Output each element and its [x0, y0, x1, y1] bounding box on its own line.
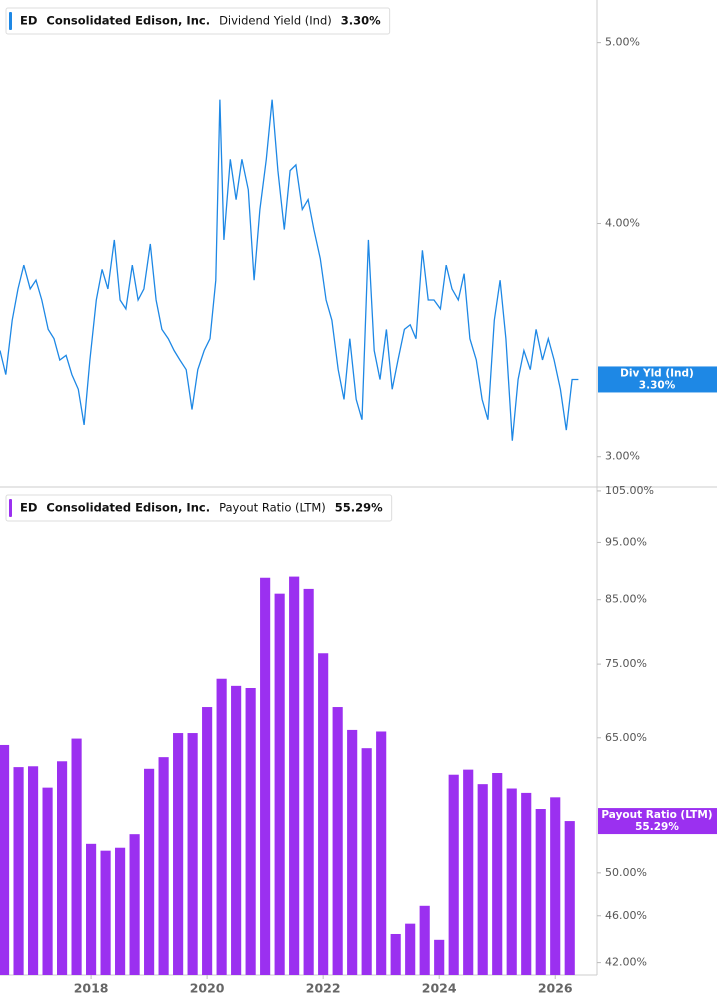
bar	[42, 787, 53, 975]
bar	[187, 733, 198, 975]
y-tick-label: 50.00%	[605, 866, 647, 879]
legend-box	[5, 7, 391, 35]
bar	[564, 821, 575, 975]
legend-company: Consolidated Edison, Inc.	[46, 14, 210, 28]
y-tick-label: 46.00%	[605, 909, 647, 922]
bar	[318, 653, 329, 975]
bar	[27, 766, 39, 975]
y-tick-label: 3.00%	[605, 450, 640, 463]
bar	[158, 757, 169, 975]
bar	[376, 731, 387, 975]
bar	[231, 685, 242, 975]
value-tag	[598, 366, 717, 393]
bar	[506, 788, 517, 975]
y-tick-label: 65.00%	[605, 731, 647, 744]
bar	[361, 748, 372, 975]
legend-ticker: ED	[20, 501, 37, 515]
x-tick-label: 2022	[306, 981, 341, 996]
y-tick-label: 95.00%	[605, 535, 647, 548]
value-tag	[598, 808, 717, 835]
bar	[274, 593, 285, 975]
y-tick-label: 5.00%	[605, 36, 640, 49]
bar	[115, 847, 126, 975]
y-tick-label: 4.00%	[605, 217, 640, 230]
bar	[521, 792, 532, 975]
bar	[448, 774, 459, 975]
bar	[245, 687, 256, 975]
x-tick-label: 2026	[538, 981, 573, 996]
bar	[390, 933, 401, 975]
x-tick-label: 2018	[74, 981, 109, 996]
legend-swatch	[9, 499, 12, 517]
bar	[144, 768, 155, 975]
bar	[332, 707, 343, 975]
bar	[173, 733, 184, 975]
line	[0, 99, 579, 441]
bar	[492, 773, 503, 975]
bar	[419, 905, 430, 975]
value-tag-value: 55.29%	[635, 821, 679, 833]
bar	[550, 797, 561, 975]
y-tick-label: 105.00%	[605, 484, 654, 497]
y-tick-label: 42.00%	[605, 956, 647, 969]
bar	[13, 767, 24, 975]
bar	[216, 678, 227, 975]
value-tag-name: Div Yld (Ind)	[620, 367, 694, 379]
legend-company: Consolidated Edison, Inc.	[46, 501, 210, 515]
bar	[202, 707, 213, 975]
y-tick-label: 85.00%	[605, 593, 647, 606]
bar	[434, 939, 445, 975]
legend-box	[5, 494, 393, 522]
bar	[100, 850, 111, 975]
bar	[71, 738, 82, 975]
bar	[303, 588, 314, 975]
bar	[477, 784, 488, 975]
bar	[260, 577, 271, 975]
bar	[0, 744, 10, 975]
legend-swatch	[9, 12, 12, 30]
legend-header: ED Consolidated Edison, Inc. Dividend Yiel…	[5, 7, 391, 35]
bar	[289, 576, 300, 975]
bar	[535, 809, 546, 975]
legend-ticker: ED	[20, 14, 37, 28]
bar	[86, 843, 97, 975]
legend-name: Payout Ratio (LTM)	[219, 501, 326, 515]
legend-header: ED Consolidated Edison, Inc. Payout Ratio …	[5, 494, 393, 522]
legend-last-label: 55.29%	[335, 501, 383, 515]
x-tick-label: 2020	[190, 981, 225, 996]
y-tick-label: 75.00%	[605, 657, 647, 670]
bar	[129, 834, 140, 975]
bar	[463, 769, 474, 975]
x-tick-label: 2024	[422, 981, 457, 996]
legend-last-label: 3.30%	[341, 14, 381, 28]
bar	[405, 923, 416, 975]
legend-name: Dividend Yield (Ind)	[219, 14, 332, 28]
bar	[57, 761, 68, 975]
value-tag-value: 3.30%	[639, 379, 676, 391]
bar	[347, 729, 358, 975]
value-tag-name: Payout Ratio (LTM)	[601, 809, 712, 821]
